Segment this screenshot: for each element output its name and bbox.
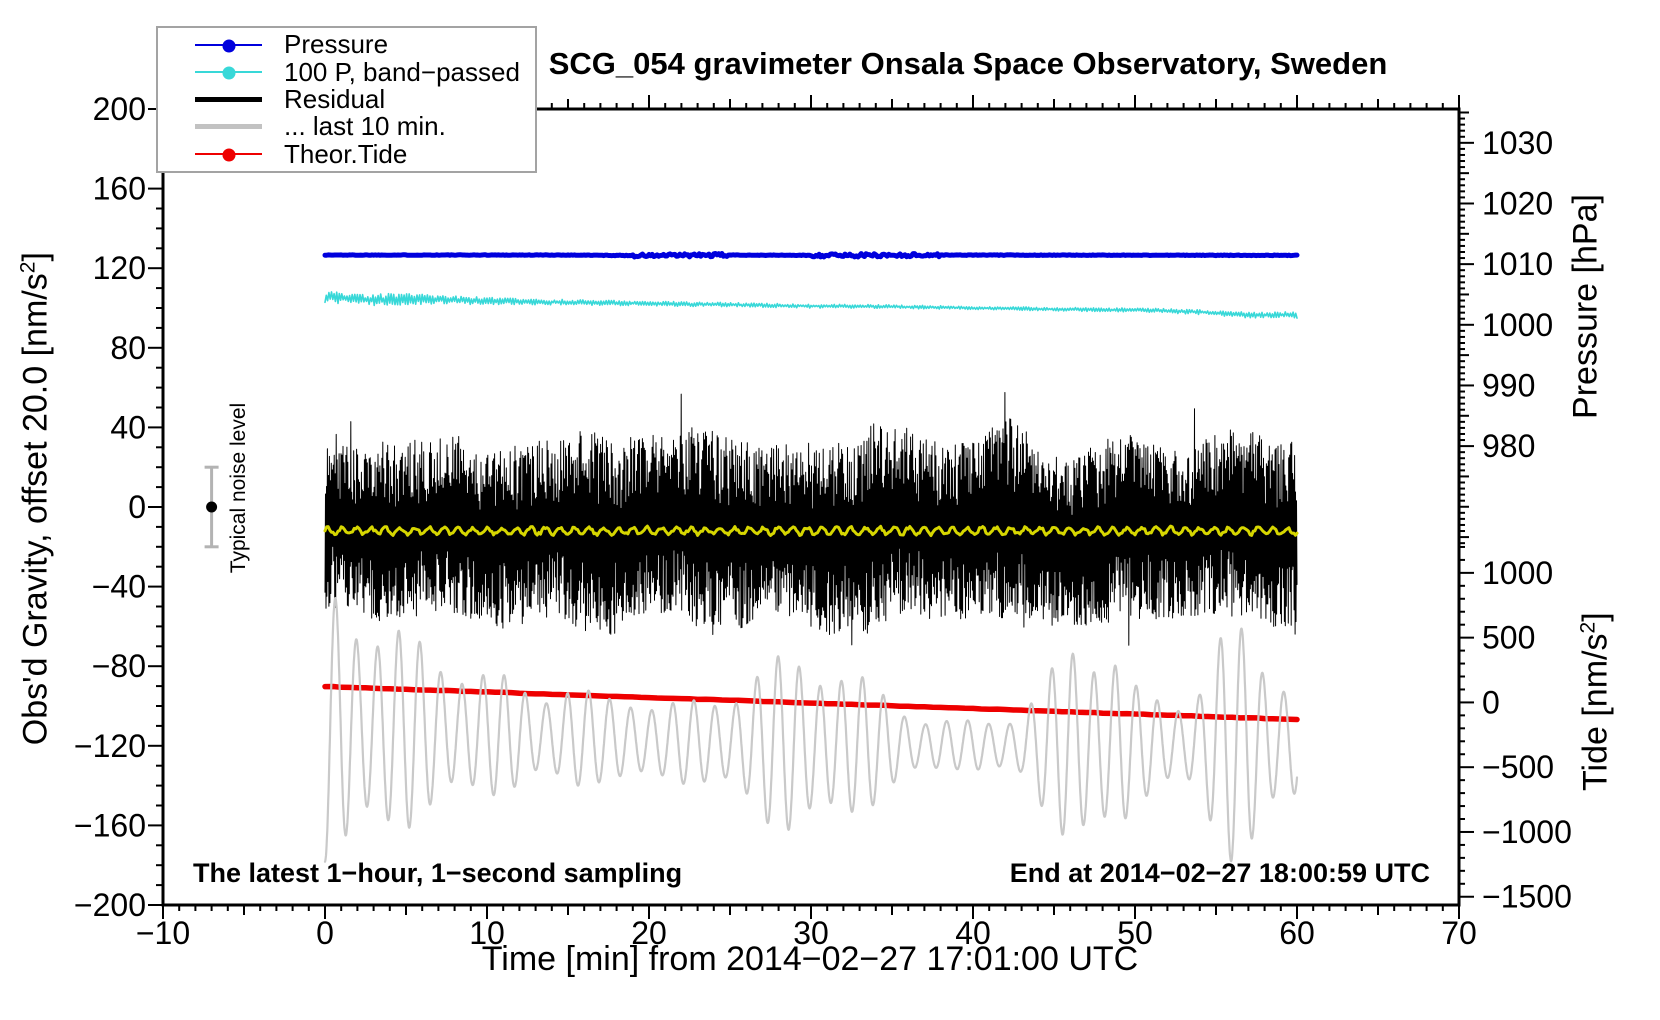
band-passed-series [324, 291, 1298, 319]
legend-item-residual: Residual [158, 83, 535, 114]
legend-label: 100 P, band−passed [284, 56, 520, 87]
tide-tick-label: 500 [1482, 620, 1535, 656]
legend-line-sample [195, 148, 262, 162]
tide-tick-label: −1500 [1482, 879, 1572, 915]
legend-label: Residual [284, 83, 386, 114]
pressure-tick-label: 980 [1482, 428, 1535, 464]
x-tick-label: 10 [469, 915, 505, 951]
x-tick-label: 50 [1117, 915, 1153, 951]
tide-tick-label: 1000 [1482, 555, 1553, 591]
y-left-tick-label: −120 [74, 728, 146, 764]
legend-label: Theor.Tide [284, 138, 408, 169]
x-tick-label: 40 [955, 915, 991, 951]
y-left-tick-label: −40 [92, 569, 146, 605]
y-left-tick-label: 80 [110, 330, 146, 366]
pressure-tick-label: 1030 [1482, 125, 1553, 161]
y-left-tick-label: −160 [74, 807, 146, 843]
tide-title-sup: 2 [1576, 621, 1600, 634]
legend-item-theor-tide: Theor.Tide [158, 138, 535, 169]
pressure-series [322, 251, 1300, 260]
legend-line-sample [195, 124, 262, 130]
last-10-min-series [323, 597, 1299, 863]
legend-item-100-p-band-passed: 100 P, band−passed [158, 56, 535, 87]
residual-smooth-series [323, 524, 1299, 538]
y-left-tick-label: 120 [93, 250, 146, 286]
y-left-tick-label: 160 [93, 171, 146, 207]
sampling-note: The latest 1−hour, 1−second sampling [193, 858, 683, 888]
noise-level-label: Typical noise level [227, 402, 250, 574]
x-tick-label: 70 [1441, 915, 1477, 951]
legend-line-sample [195, 39, 262, 53]
x-tick-label: 0 [316, 915, 334, 951]
y-left-tick-label: −80 [92, 648, 146, 684]
residual-series [324, 392, 1298, 646]
y-left-tick-label: 0 [128, 489, 146, 525]
noise-marker-dot [206, 501, 218, 513]
x-axis-title: Time [min] from 2014−02−27 17:01:00 UTC [481, 940, 1139, 978]
x-tick-label: 30 [793, 915, 829, 951]
end-time-note: End at 2014−02−27 18:00:59 UTC [1009, 858, 1430, 888]
pressure-tick-label: 1000 [1482, 307, 1553, 343]
y-left-tick-label: 200 [93, 91, 146, 127]
pressure-tick-label: 1020 [1482, 185, 1553, 221]
legend-box: Pressure 100 P, band−passed Residual... la… [156, 26, 537, 173]
x-tick-label: −10 [136, 915, 190, 951]
y-left-tick-label: −200 [74, 887, 146, 923]
y-axis-title-gravity: Obs'd Gravity, offset 20.0 [nm/s2] [16, 252, 55, 746]
plot-frame [161, 107, 1461, 907]
legend-label: Pressure [284, 29, 389, 60]
x-tick-label: 60 [1279, 915, 1315, 951]
y-axis-title-tide: Tide [nm/s2] [1576, 612, 1615, 791]
legend-item--last-10-min-: ... last 10 min. [158, 111, 535, 142]
pressure-tick-label: 990 [1482, 367, 1535, 403]
theor-tide-series [322, 683, 1300, 723]
legend-item-pressure: Pressure [158, 29, 535, 60]
x-tick-label: 20 [631, 915, 667, 951]
legend-label: ... last 10 min. [284, 111, 446, 142]
tide-tick-label: −1000 [1482, 814, 1572, 850]
chart-title: SCG_054 gravimeter Onsala Space Observat… [548, 46, 1388, 81]
gravity-title-sup: 2 [16, 261, 40, 274]
legend-dot-icon [222, 148, 235, 162]
tide-tick-label: −500 [1482, 749, 1554, 785]
tide-tick-label: 0 [1482, 684, 1500, 720]
legend-dot-icon [222, 39, 235, 53]
legend-line-sample [195, 66, 262, 80]
y-left-tick-label: 40 [110, 409, 146, 445]
legend-line-sample [195, 96, 262, 102]
pressure-tick-label: 1010 [1482, 246, 1553, 282]
legend-dot-icon [222, 66, 235, 80]
